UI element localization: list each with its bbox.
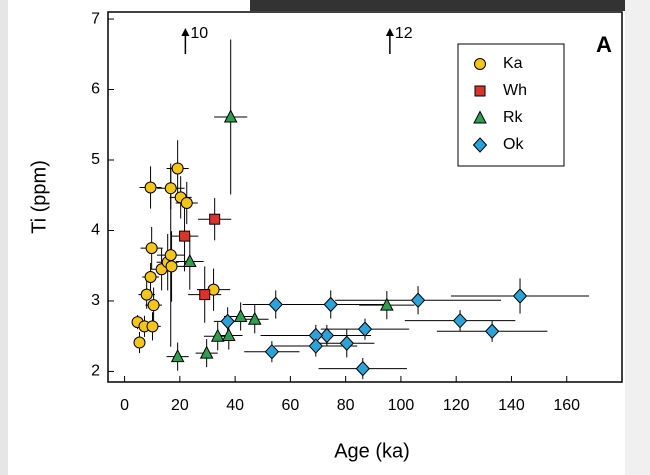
point	[223, 109, 238, 123]
point	[308, 338, 323, 354]
y-tick-label: 7	[91, 10, 100, 27]
point	[247, 311, 262, 325]
point	[452, 312, 468, 329]
point	[512, 288, 528, 304]
annotation-arrowhead	[181, 28, 190, 36]
x-tick-label: 40	[226, 397, 244, 414]
point	[164, 182, 177, 195]
point	[165, 260, 178, 273]
point	[144, 181, 157, 194]
point	[144, 270, 157, 283]
point	[147, 299, 160, 312]
point	[380, 297, 394, 311]
y-tick-label: 5	[91, 151, 100, 168]
x-tick-label: 100	[388, 397, 415, 414]
point	[233, 308, 248, 322]
legend-label: Ok	[503, 136, 524, 153]
point	[319, 327, 335, 344]
point	[484, 323, 500, 339]
point	[170, 349, 185, 363]
annotation: 12	[395, 25, 413, 42]
point	[164, 249, 177, 262]
point	[171, 162, 184, 175]
legend-label: Rk	[503, 109, 524, 126]
x-tick-label: 120	[443, 397, 470, 414]
x-tick-label: 60	[281, 397, 299, 414]
point	[180, 196, 193, 209]
point	[209, 213, 221, 225]
point	[355, 360, 370, 377]
legend-marker	[473, 110, 487, 124]
x-axis-label: Age (ka)	[334, 440, 410, 462]
point	[145, 242, 158, 255]
point	[221, 327, 236, 341]
point	[199, 345, 214, 359]
left-strip	[0, 0, 8, 475]
point	[146, 320, 159, 333]
x-tick-label: 160	[553, 397, 580, 414]
point	[410, 292, 426, 308]
point	[220, 313, 235, 330]
point	[264, 343, 280, 360]
point	[133, 336, 146, 349]
point	[182, 253, 197, 267]
point	[140, 288, 153, 301]
y-tick-label: 2	[91, 363, 100, 380]
point	[357, 321, 373, 337]
y-tick-label: 6	[91, 81, 100, 98]
point	[210, 328, 225, 342]
legend-marker	[474, 58, 486, 70]
y-tick-label: 4	[91, 222, 100, 239]
point	[339, 335, 354, 351]
y-tick-label: 3	[91, 292, 100, 309]
x-tick-label: 0	[120, 397, 129, 414]
annotation: 10	[190, 25, 208, 42]
point	[268, 296, 283, 313]
right-strip	[625, 0, 650, 475]
photo-edge	[250, 0, 650, 11]
point	[199, 289, 211, 301]
x-tick-label: 80	[337, 397, 355, 414]
legend-label: Ka	[503, 55, 523, 72]
y-axis-label: Ti (ppm)	[28, 160, 50, 234]
legend-marker	[474, 85, 486, 97]
x-tick-label: 20	[171, 397, 189, 414]
annotation-arrowhead	[385, 28, 394, 36]
legend-marker	[472, 137, 488, 153]
point	[323, 296, 338, 313]
legend-label: Wh	[503, 82, 527, 99]
point	[179, 230, 191, 242]
panel-label: A	[596, 32, 612, 57]
x-tick-label: 140	[498, 397, 525, 414]
